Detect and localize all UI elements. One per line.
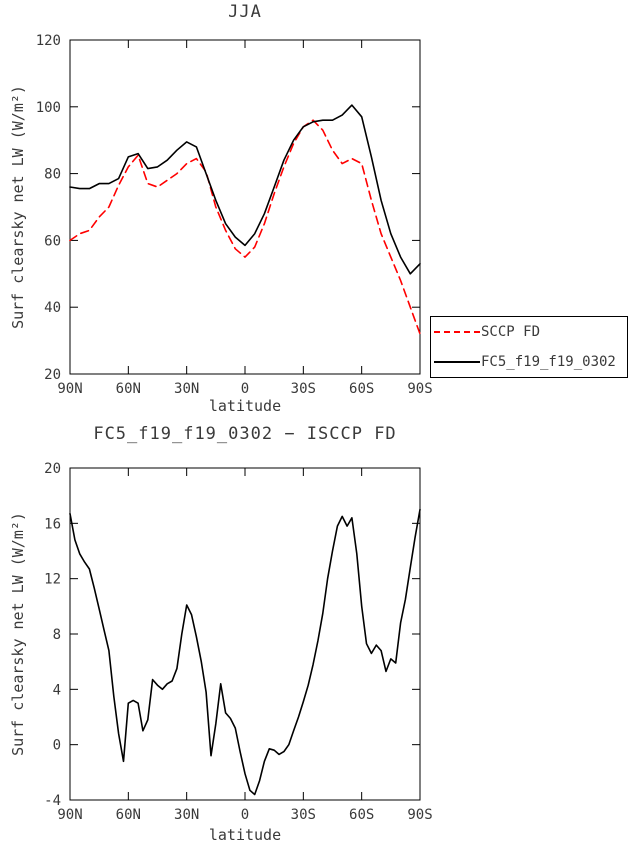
y-tick-label: 60 bbox=[44, 233, 61, 249]
series-line-fc5-f19-f19-0302-isccp-fd bbox=[69, 508, 421, 796]
bottom-chart-plot: 90N 60N 30N 0 30S 60S 90S 20 16 12 8 4 0 -4 bbox=[44, 461, 433, 823]
top-chart-title: JJA bbox=[228, 2, 262, 22]
x-tick-label: 30N bbox=[174, 807, 199, 823]
x-tick-label: 60N bbox=[116, 807, 141, 823]
x-tick-label: 60N bbox=[116, 381, 141, 397]
x-tick-label: 90S bbox=[407, 807, 432, 823]
x-tick-label: 60S bbox=[349, 807, 374, 823]
x-tick-label: 30S bbox=[291, 807, 316, 823]
series-line-sccp-fd bbox=[69, 119, 421, 335]
top-chart-xlabel: latitude bbox=[208, 397, 282, 415]
y-tick-label: 120 bbox=[36, 33, 61, 49]
legend-line-sample-red-dashed bbox=[434, 331, 480, 334]
y-tick-label: 16 bbox=[44, 516, 61, 532]
legend-label-sccp-fd: SCCP FD bbox=[481, 324, 541, 341]
legend-line-sample-black-solid bbox=[434, 360, 480, 363]
y-tick-label: 20 bbox=[44, 367, 61, 383]
x-tick-label: 90S bbox=[407, 381, 432, 397]
series-line-fc5-f19-f19-0302 bbox=[69, 104, 421, 275]
x-tick-label: 30S bbox=[291, 381, 316, 397]
x-tick-label: 90N bbox=[57, 807, 82, 823]
x-tick-label: 90N bbox=[57, 381, 82, 397]
legend: SCCP FD FC5_f19_f19_0302 bbox=[430, 316, 628, 378]
y-tick-label: 20 bbox=[44, 461, 61, 477]
x-tick-label: 60S bbox=[349, 381, 374, 397]
plot-frame bbox=[69, 467, 421, 801]
y-tick-label: 8 bbox=[53, 627, 61, 643]
y-tick-label: 4 bbox=[53, 682, 61, 698]
y-tick-label: -4 bbox=[44, 793, 61, 809]
y-tick-label: 12 bbox=[44, 572, 61, 588]
x-tick-label: 0 bbox=[241, 381, 249, 397]
x-tick-label: 0 bbox=[241, 807, 249, 823]
bottom-chart-title: FC5_f19_f19_0302 − ISCCP FD bbox=[93, 424, 397, 444]
bottom-chart-ylabel: Surf clearsky net LW (W/m²) bbox=[9, 512, 27, 756]
plot-frame bbox=[69, 39, 421, 375]
legend-entry-sccp-fd: SCCP FD bbox=[431, 318, 627, 346]
y-tick-label: 100 bbox=[36, 100, 61, 116]
legend-label-fc5: FC5_f19_f19_0302 bbox=[481, 353, 616, 370]
legend-entry-fc5: FC5_f19_f19_0302 bbox=[431, 348, 627, 376]
x-tick-label: 30N bbox=[174, 381, 199, 397]
top-chart-plot: 90N 60N 30N 0 30S 60S 90S 120 100 80 60 40 20 bbox=[36, 33, 433, 397]
top-chart-ylabel: Surf clearsky net LW (W/m²) bbox=[9, 85, 27, 329]
bottom-chart-xlabel: latitude bbox=[208, 826, 282, 844]
y-tick-label: 80 bbox=[44, 167, 61, 183]
y-tick-label: 40 bbox=[44, 300, 61, 316]
y-tick-label: 0 bbox=[53, 738, 61, 754]
